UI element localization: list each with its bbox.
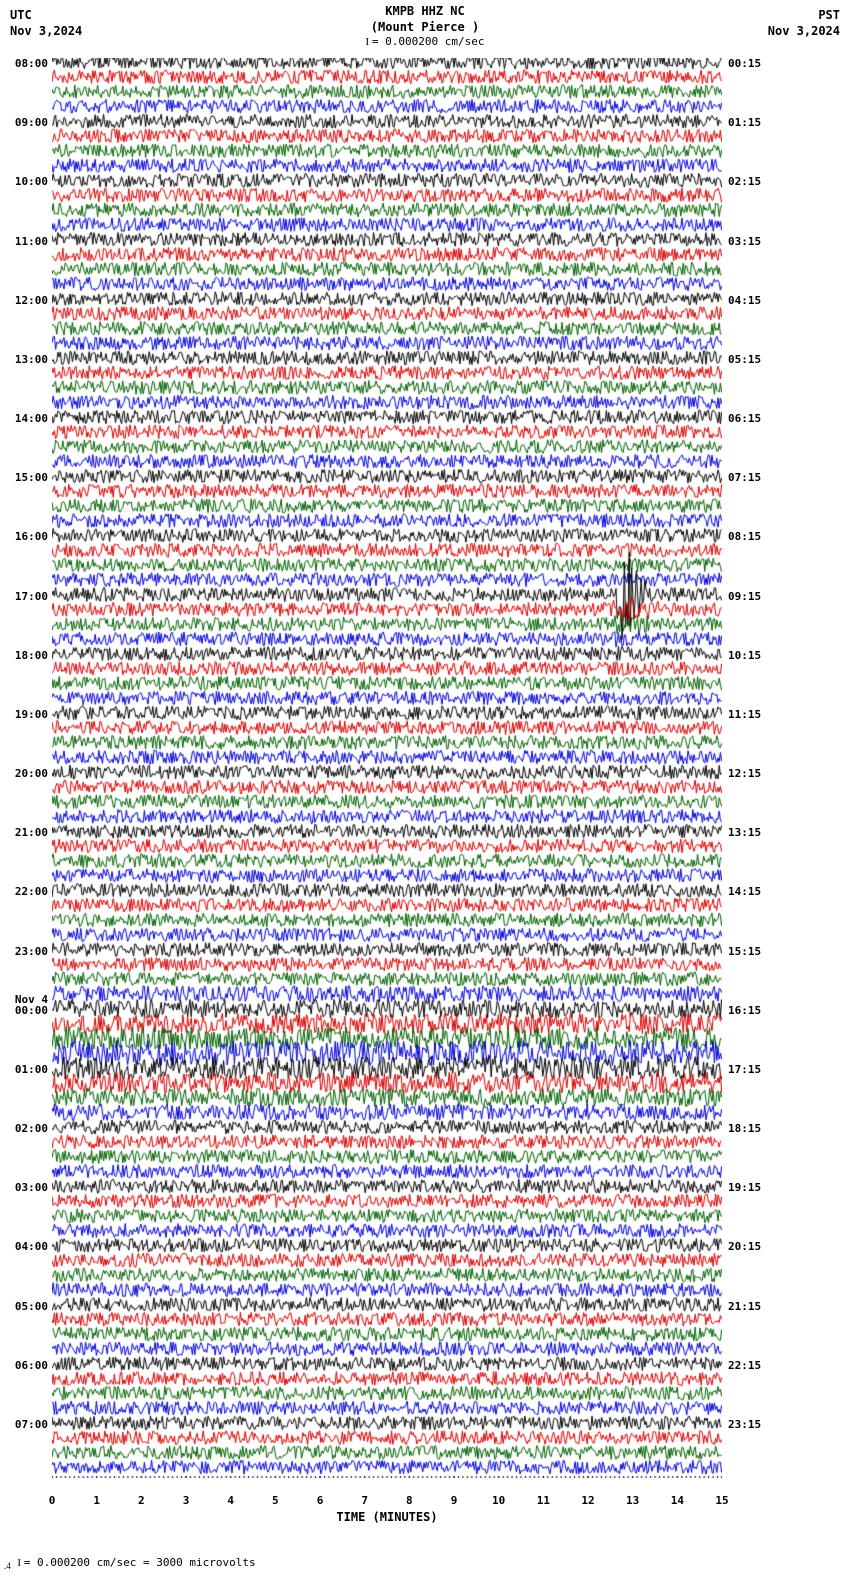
header: UTC Nov 3,2024 KMPB HHZ NC (Mount Pierce…: [0, 0, 850, 52]
pst-time-label: 04:15: [728, 294, 761, 307]
utc-time-label: 03:00: [15, 1181, 48, 1194]
utc-time-label: 20:00: [15, 767, 48, 780]
utc-time-label: 19:00: [15, 708, 48, 721]
pst-time-label: 13:15: [728, 826, 761, 839]
pst-time-label: 14:15: [728, 885, 761, 898]
pst-time-label: 07:15: [728, 471, 761, 484]
helicorder-page: UTC Nov 3,2024 KMPB HHZ NC (Mount Pierce…: [0, 0, 850, 1584]
x-tick: 1: [93, 1494, 100, 1507]
x-tick: 4: [227, 1494, 234, 1507]
pst-time-label: 10:15: [728, 649, 761, 662]
utc-tz-label: UTC: [10, 8, 82, 24]
utc-time-label: 12:00: [15, 294, 48, 307]
pst-time-label: 03:15: [728, 235, 761, 248]
pst-time-label: 08:15: [728, 530, 761, 543]
x-tick: 13: [626, 1494, 639, 1507]
pst-time-label: 19:15: [728, 1181, 761, 1194]
pst-time-label: 16:15: [728, 1004, 761, 1017]
utc-time-label: 23:00: [15, 945, 48, 958]
seismogram-canvas: [52, 58, 722, 1478]
seismogram-plot: [52, 58, 722, 1508]
utc-time-label: 14:00: [15, 412, 48, 425]
utc-time-label: 05:00: [15, 1300, 48, 1313]
pst-tz-label: PST: [768, 8, 840, 24]
x-tick: 0: [49, 1494, 56, 1507]
pst-time-label: 22:15: [728, 1359, 761, 1372]
utc-time-label: 08:00: [15, 57, 48, 70]
utc-time-label: 00:00: [15, 1004, 48, 1017]
pst-time-label: 02:15: [728, 175, 761, 188]
pst-time-label: 09:15: [728, 590, 761, 603]
x-tick: 10: [492, 1494, 505, 1507]
x-tick: 12: [581, 1494, 594, 1507]
x-tick: 9: [451, 1494, 458, 1507]
x-tick: 6: [317, 1494, 324, 1507]
pst-time-label: 11:15: [728, 708, 761, 721]
utc-time-label: 15:00: [15, 471, 48, 484]
utc-time-label: 09:00: [15, 116, 48, 129]
utc-time-label: 07:00: [15, 1418, 48, 1431]
pst-time-label: 23:15: [728, 1418, 761, 1431]
x-axis-label: TIME (MINUTES): [336, 1510, 437, 1524]
x-tick: 2: [138, 1494, 145, 1507]
utc-time-label: 04:00: [15, 1240, 48, 1253]
utc-time-label: 10:00: [15, 175, 48, 188]
utc-time-label: 13:00: [15, 353, 48, 366]
utc-time-axis: 08:00 09:00 10:00 11:00 12:00 13:00 14:00 15:00…: [0, 58, 50, 1478]
utc-time-label: 21:00: [15, 826, 48, 839]
utc-time-label: 01:00: [15, 1063, 48, 1076]
pst-time-label: 21:15: [728, 1300, 761, 1313]
x-tick: 14: [671, 1494, 684, 1507]
x-tick: 7: [361, 1494, 368, 1507]
utc-time-label: 17:00: [15, 590, 48, 603]
header-center: KMPB HHZ NC (Mount Pierce ) I = 0.000200…: [365, 4, 484, 49]
x-tick: 8: [406, 1494, 413, 1507]
station-code: KMPB HHZ NC: [365, 4, 484, 20]
pst-time-label: 00:15: [728, 57, 761, 70]
pst-time-label: 18:15: [728, 1122, 761, 1135]
header-right: PST Nov 3,2024: [768, 8, 840, 39]
pst-date-label: Nov 3,2024: [768, 24, 840, 40]
x-tick: 11: [537, 1494, 550, 1507]
pst-time-label: 20:15: [728, 1240, 761, 1253]
scale-note: I = 0.000200 cm/sec: [365, 35, 484, 49]
header-left: UTC Nov 3,2024: [10, 8, 82, 39]
utc-date-label: Nov 3,2024: [10, 24, 82, 40]
utc-time-label: 11:00: [15, 235, 48, 248]
pst-time-label: 12:15: [728, 767, 761, 780]
utc-time-label: 06:00: [15, 1359, 48, 1372]
utc-time-label: 16:00: [15, 530, 48, 543]
pst-time-axis: 00:15 01:15 02:15 03:15 04:15 05:15 06:15 07:15…: [726, 58, 786, 1478]
pst-time-label: 01:15: [728, 116, 761, 129]
x-tick: 5: [272, 1494, 279, 1507]
utc-time-label: 22:00: [15, 885, 48, 898]
utc-time-label: 18:00: [15, 649, 48, 662]
pst-time-label: 06:15: [728, 412, 761, 425]
utc-time-label: 02:00: [15, 1122, 48, 1135]
pst-time-label: 15:15: [728, 945, 761, 958]
x-tick: 15: [715, 1494, 728, 1507]
footer-scale: .4 I = 0.000200 cm/sec = 3000 microvolts: [4, 1556, 256, 1571]
pst-time-label: 17:15: [728, 1063, 761, 1076]
x-axis: TIME (MINUTES) 0123456789101112131415: [52, 1480, 722, 1530]
station-name: (Mount Pierce ): [365, 20, 484, 36]
x-tick: 3: [183, 1494, 190, 1507]
pst-time-label: 05:15: [728, 353, 761, 366]
